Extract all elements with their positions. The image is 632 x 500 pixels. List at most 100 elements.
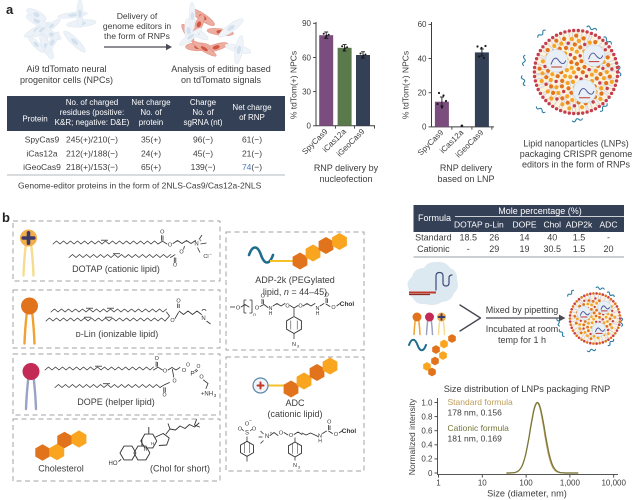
svg-text:Genome-editor proteins in the: Genome-editor proteins in the form of 2N… — [18, 181, 262, 191]
svg-text:Lipid nanoparticles (LNPs): Lipid nanoparticles (LNPs) — [523, 139, 629, 149]
svg-text:N: N — [316, 306, 320, 312]
svg-text:20: 20 — [418, 89, 427, 98]
svg-text:RNP delivery by: RNP delivery by — [314, 163, 379, 173]
svg-text:+: + — [199, 238, 202, 243]
svg-text:No. of: No. of — [192, 108, 214, 117]
svg-text:N: N — [318, 434, 322, 440]
svg-text:18.5: 18.5 — [460, 233, 478, 243]
svg-text:181 nm, 0.169: 181 nm, 0.169 — [448, 434, 503, 444]
svg-text:+NH: +NH — [201, 392, 213, 398]
svg-text:0: 0 — [307, 122, 312, 131]
svg-text:DOTAP (cationic lipid): DOTAP (cationic lipid) — [72, 264, 160, 274]
svg-text:65(+): 65(+) — [141, 162, 161, 172]
svg-text:45(−): 45(−) — [193, 149, 213, 159]
svg-text:residues (positive:: residues (positive: — [60, 108, 124, 117]
svg-text:N: N — [194, 242, 198, 248]
svg-text:O: O — [182, 368, 187, 374]
svg-text:O: O — [285, 304, 290, 310]
svg-text:1: 1 — [436, 479, 441, 488]
svg-text:19: 19 — [519, 244, 529, 254]
svg-text:Net charge: Net charge — [232, 103, 272, 112]
svg-text:O: O — [289, 433, 294, 439]
svg-text:−: − — [249, 419, 252, 425]
svg-text:H: H — [318, 439, 322, 445]
svg-text:(cationic lipid): (cationic lipid) — [267, 409, 322, 419]
svg-text:178 nm, 0.156: 178 nm, 0.156 — [448, 408, 503, 418]
svg-text:Chol: Chol — [342, 428, 357, 435]
svg-text:P: P — [190, 371, 194, 378]
svg-text:0.8: 0.8 — [421, 412, 433, 421]
svg-text:61(−): 61(−) — [242, 135, 262, 145]
svg-text:74(−): 74(−) — [242, 162, 262, 172]
svg-text:N: N — [265, 434, 269, 440]
svg-text:O: O — [298, 304, 303, 310]
svg-text:n: n — [253, 312, 256, 317]
svg-text:No. of charged: No. of charged — [66, 98, 118, 107]
svg-text:3: 3 — [297, 344, 300, 349]
svg-text:genome editors in: genome editors in — [103, 21, 172, 31]
svg-text:O: O — [279, 431, 284, 437]
svg-text:O: O — [255, 306, 260, 312]
svg-text:based on LNP: based on LNP — [437, 174, 494, 184]
svg-text:H: H — [269, 311, 273, 317]
svg-text:protein: protein — [139, 118, 163, 127]
svg-text:ADP2k: ADP2k — [566, 220, 593, 230]
svg-text:O: O — [186, 363, 190, 369]
svg-text:sgRNA (nt): sgRNA (nt) — [183, 118, 222, 127]
svg-text:(Chol for short): (Chol for short) — [150, 464, 210, 474]
svg-text:Analysis of editing based: Analysis of editing based — [171, 64, 271, 74]
svg-text:0.6: 0.6 — [421, 427, 433, 436]
svg-text:nucleofection: nucleofection — [319, 174, 372, 184]
svg-text:Size distribution of LNPs pack: Size distribution of LNPs packaging RNP — [444, 384, 610, 394]
svg-text:Incubated at room: Incubated at room — [486, 324, 559, 334]
svg-text:100: 100 — [519, 479, 533, 488]
svg-text:40: 40 — [547, 233, 557, 243]
svg-text:Cl: Cl — [203, 254, 208, 260]
svg-text:21(−): 21(−) — [242, 149, 262, 159]
svg-text:DOPE (helper lipid): DOPE (helper lipid) — [77, 397, 155, 407]
svg-text:Formula: Formula — [418, 213, 451, 223]
svg-text:ADC: ADC — [600, 220, 618, 230]
svg-text:O: O — [176, 299, 181, 305]
svg-text:O: O — [168, 243, 173, 249]
svg-text:O: O — [155, 356, 160, 362]
svg-text:245(+)/210(−): 245(+)/210(−) — [66, 135, 118, 145]
svg-text:24(+): 24(+) — [141, 149, 161, 159]
svg-text:O: O — [179, 250, 184, 256]
svg-text:0: 0 — [428, 469, 433, 478]
svg-text:1.5: 1.5 — [573, 244, 586, 254]
svg-text:−: − — [209, 252, 212, 257]
svg-text:O: O — [245, 422, 250, 428]
svg-text:SpyCas9: SpyCas9 — [25, 135, 60, 145]
svg-text:editors in the form of RNPs: editors in the form of RNPs — [522, 160, 631, 170]
svg-text:Standard: Standard — [415, 233, 452, 243]
svg-text:Mole percentage (%): Mole percentage (%) — [498, 206, 582, 216]
svg-text:S: S — [245, 431, 249, 437]
svg-text:Charge: Charge — [190, 98, 217, 107]
svg-text:Chol: Chol — [544, 220, 562, 230]
svg-text:139(−): 139(−) — [191, 162, 216, 172]
svg-text:% tdTom(+) NPCs: % tdTom(+) NPCs — [289, 51, 299, 119]
svg-text:O: O — [160, 230, 165, 236]
svg-text:O: O — [173, 263, 177, 269]
svg-text:ᴅ-Lin: ᴅ-Lin — [485, 220, 504, 230]
svg-text:ADC: ADC — [285, 398, 305, 408]
svg-text:90: 90 — [302, 19, 311, 28]
svg-text:Cationic: Cationic — [417, 244, 450, 254]
svg-text:DOPE: DOPE — [512, 220, 536, 230]
svg-text:K&R; negative: D&E): K&R; negative: D&E) — [55, 118, 130, 127]
svg-text:b: b — [2, 210, 10, 225]
svg-text:35(+): 35(+) — [141, 135, 161, 145]
svg-text:1,000: 1,000 — [560, 479, 581, 488]
svg-text:Cationic formula: Cationic formula — [448, 423, 510, 433]
svg-text:60: 60 — [418, 20, 427, 29]
svg-text:O: O — [334, 432, 339, 438]
svg-text:O: O — [236, 306, 241, 312]
svg-text:O: O — [162, 393, 166, 399]
svg-text:progenitor cells (NPCs): progenitor cells (NPCs) — [20, 75, 113, 85]
svg-text:29: 29 — [489, 244, 499, 254]
svg-text:-: - — [467, 244, 470, 254]
svg-text:temp for 1 h: temp for 1 h — [498, 335, 546, 345]
svg-text:3: 3 — [298, 465, 301, 470]
svg-text:1.0: 1.0 — [421, 398, 433, 407]
